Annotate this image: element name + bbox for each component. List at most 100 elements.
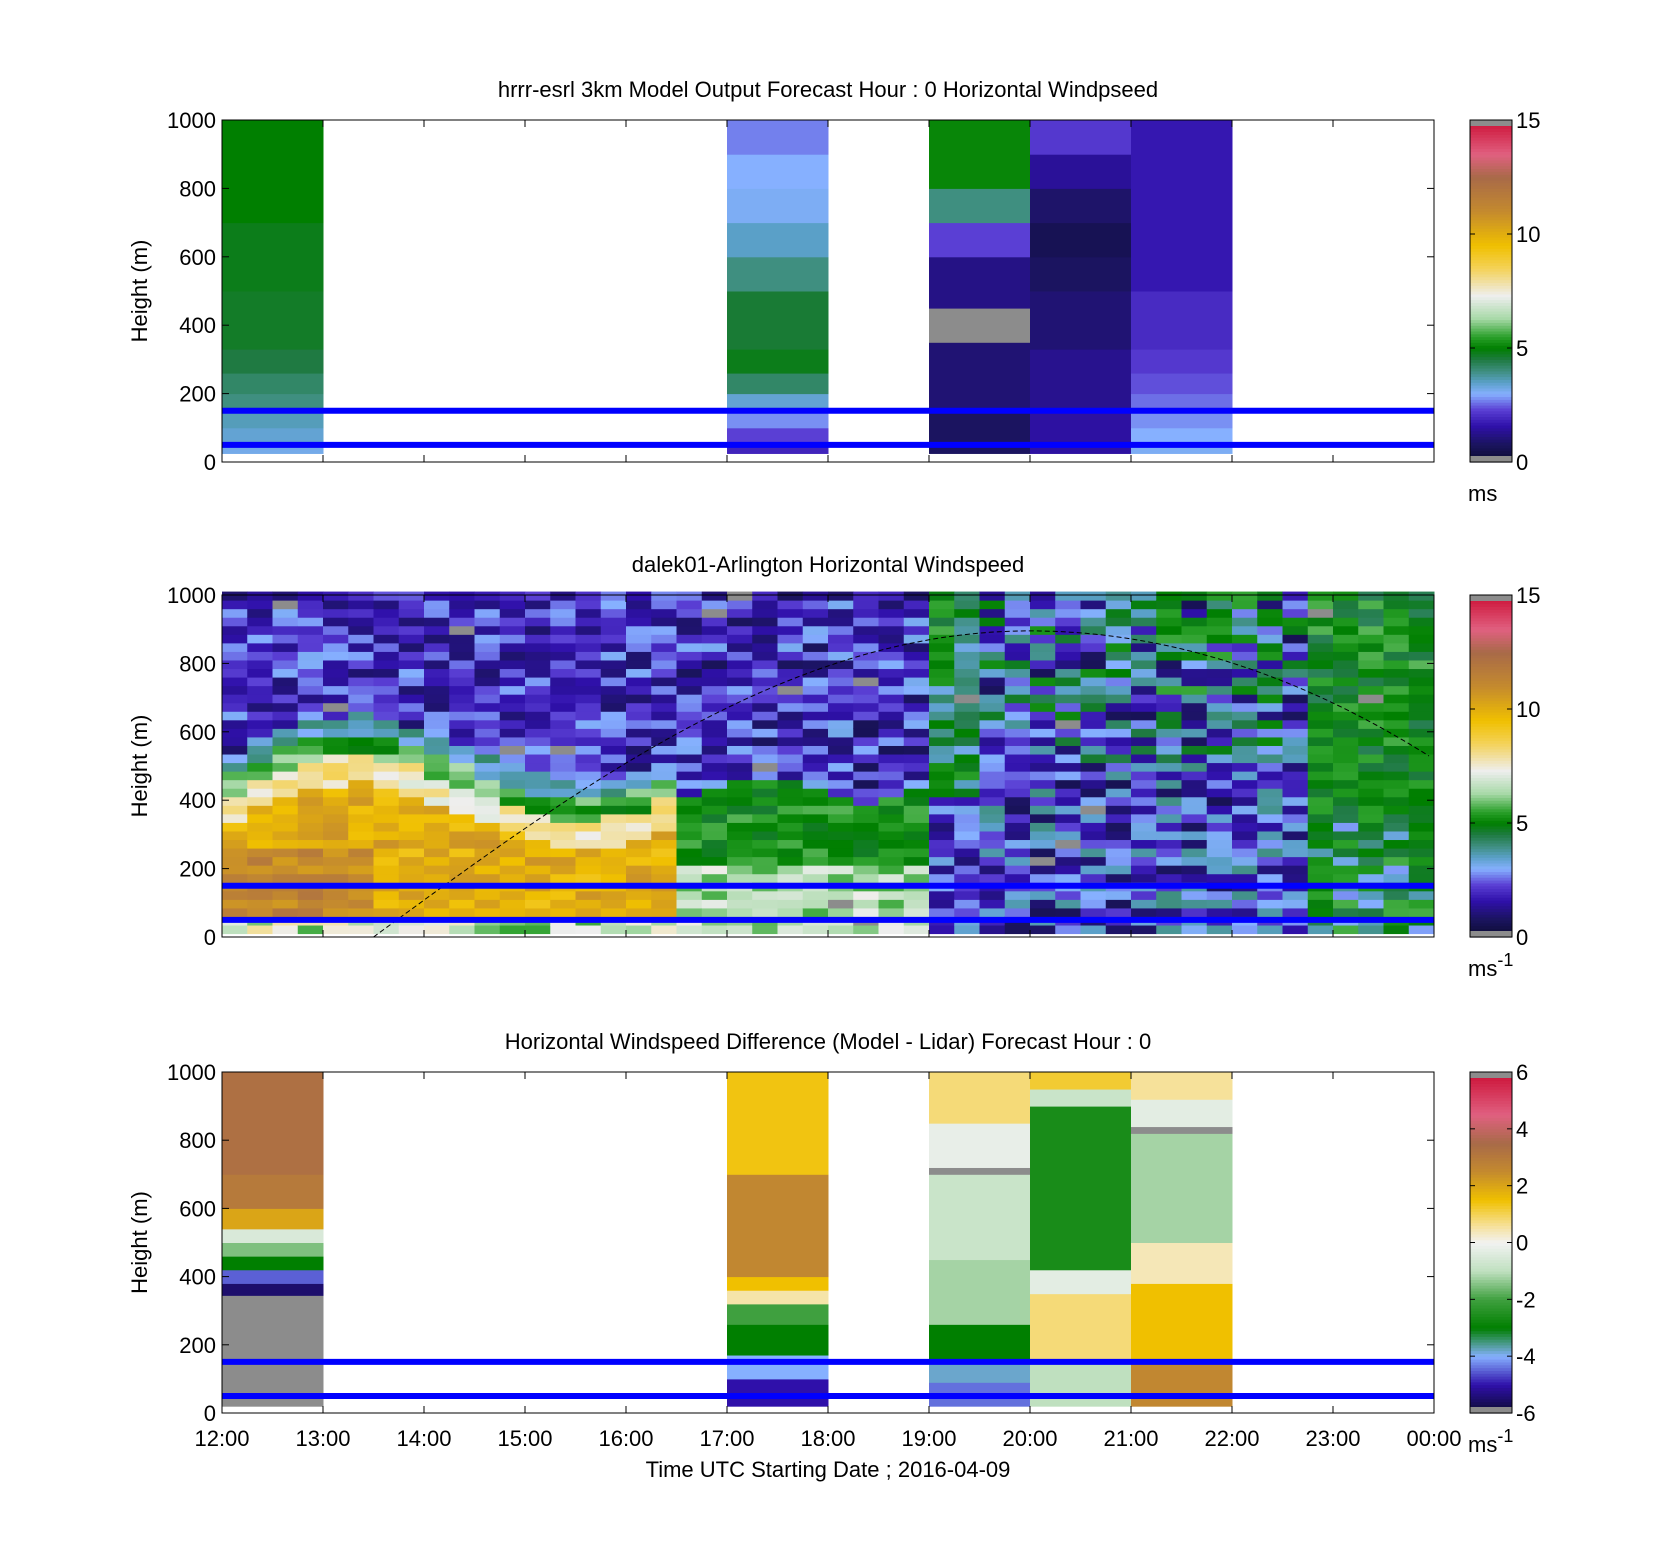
cell [247, 796, 273, 806]
cell [929, 788, 955, 798]
colorbar-segment [1470, 279, 1512, 284]
cell [1131, 659, 1157, 670]
cell [979, 728, 1006, 738]
cell [550, 694, 576, 704]
cell [323, 677, 349, 687]
cell [1030, 736, 1056, 746]
cell [525, 719, 551, 729]
y-tick-label: 600 [179, 1196, 216, 1221]
cell [575, 600, 602, 610]
cell-col2-lvl4 [929, 222, 1031, 258]
cell [1105, 600, 1132, 610]
colorbar-segment [1470, 845, 1512, 850]
cell [1004, 813, 1031, 823]
cell [323, 771, 349, 781]
colorbar-segment [1470, 848, 1512, 853]
cell [1383, 685, 1410, 695]
cell [525, 736, 551, 746]
colorbar-segment [1470, 740, 1512, 744]
cell [727, 728, 753, 738]
cell [1206, 848, 1233, 858]
cell [323, 788, 349, 798]
cell [1383, 642, 1410, 652]
cell [499, 762, 526, 772]
cell [1307, 668, 1334, 678]
colorbar-segment [1470, 253, 1512, 258]
cell [575, 839, 602, 849]
cell [853, 668, 879, 678]
cell [802, 813, 829, 823]
cell [752, 694, 778, 704]
cell [929, 899, 955, 909]
cell [979, 651, 1006, 661]
cell [1105, 745, 1132, 755]
cell-col1-lvl1 [727, 427, 829, 442]
cell [777, 813, 804, 823]
cell [1105, 668, 1132, 678]
cell [272, 668, 299, 678]
colorbar-segment [1470, 1319, 1512, 1323]
colorbar-segment [1470, 1299, 1512, 1303]
cell [727, 642, 753, 652]
cell [1030, 865, 1056, 875]
cell [247, 702, 273, 712]
cell [373, 668, 400, 678]
cell [878, 677, 905, 687]
cell [1105, 591, 1132, 601]
cell [600, 659, 627, 670]
colorbar-segment [1470, 393, 1512, 398]
colorbar-segment [1470, 447, 1512, 452]
cell [297, 856, 324, 866]
cell [373, 754, 400, 764]
cell [626, 677, 652, 687]
cell-col0-lvl4 [222, 1242, 324, 1257]
colorbar-segment [1470, 325, 1512, 329]
cell-col2-lvl1 [929, 1361, 1031, 1383]
cell [878, 685, 905, 695]
cell [525, 651, 551, 661]
cell [853, 762, 879, 772]
cell [701, 865, 728, 875]
colorbar-segment [1470, 182, 1512, 187]
cell-col3-lvl4 [1030, 222, 1132, 258]
cell [1333, 745, 1359, 755]
cell [878, 788, 905, 798]
cell [828, 685, 854, 695]
cell [348, 617, 374, 627]
cell [1383, 651, 1410, 661]
cell [651, 736, 677, 746]
cell [701, 668, 728, 678]
cell [1181, 634, 1208, 644]
cell [853, 634, 879, 644]
cell [297, 805, 324, 815]
cell [1004, 600, 1031, 610]
cell [1257, 925, 1283, 935]
x-tick-label: 00:00 [1406, 1426, 1461, 1451]
cell [222, 659, 248, 670]
cell [272, 754, 299, 764]
x-tick-label: 22:00 [1204, 1426, 1259, 1451]
cell [297, 608, 324, 618]
colorbar-segment [1470, 305, 1512, 309]
cell [752, 719, 778, 729]
cell [802, 865, 829, 875]
cell [727, 848, 753, 858]
cell [1131, 642, 1157, 652]
cell [297, 865, 324, 875]
cell [626, 762, 652, 772]
cell-col1-lvl7 [727, 256, 829, 292]
cell [600, 634, 627, 644]
cell [373, 694, 400, 704]
colorbar-segment [1470, 860, 1512, 864]
cell [1282, 719, 1309, 729]
cell [878, 694, 905, 704]
colorbar-segment [1470, 373, 1512, 378]
cell [853, 677, 879, 687]
cell [954, 736, 980, 746]
colorbar-segment [1470, 1404, 1512, 1408]
colorbar-cap-top [1470, 595, 1512, 601]
cell [701, 651, 728, 661]
cell [1257, 702, 1283, 712]
colorbar-segment [1470, 328, 1512, 332]
colorbar-segment [1470, 1091, 1512, 1096]
